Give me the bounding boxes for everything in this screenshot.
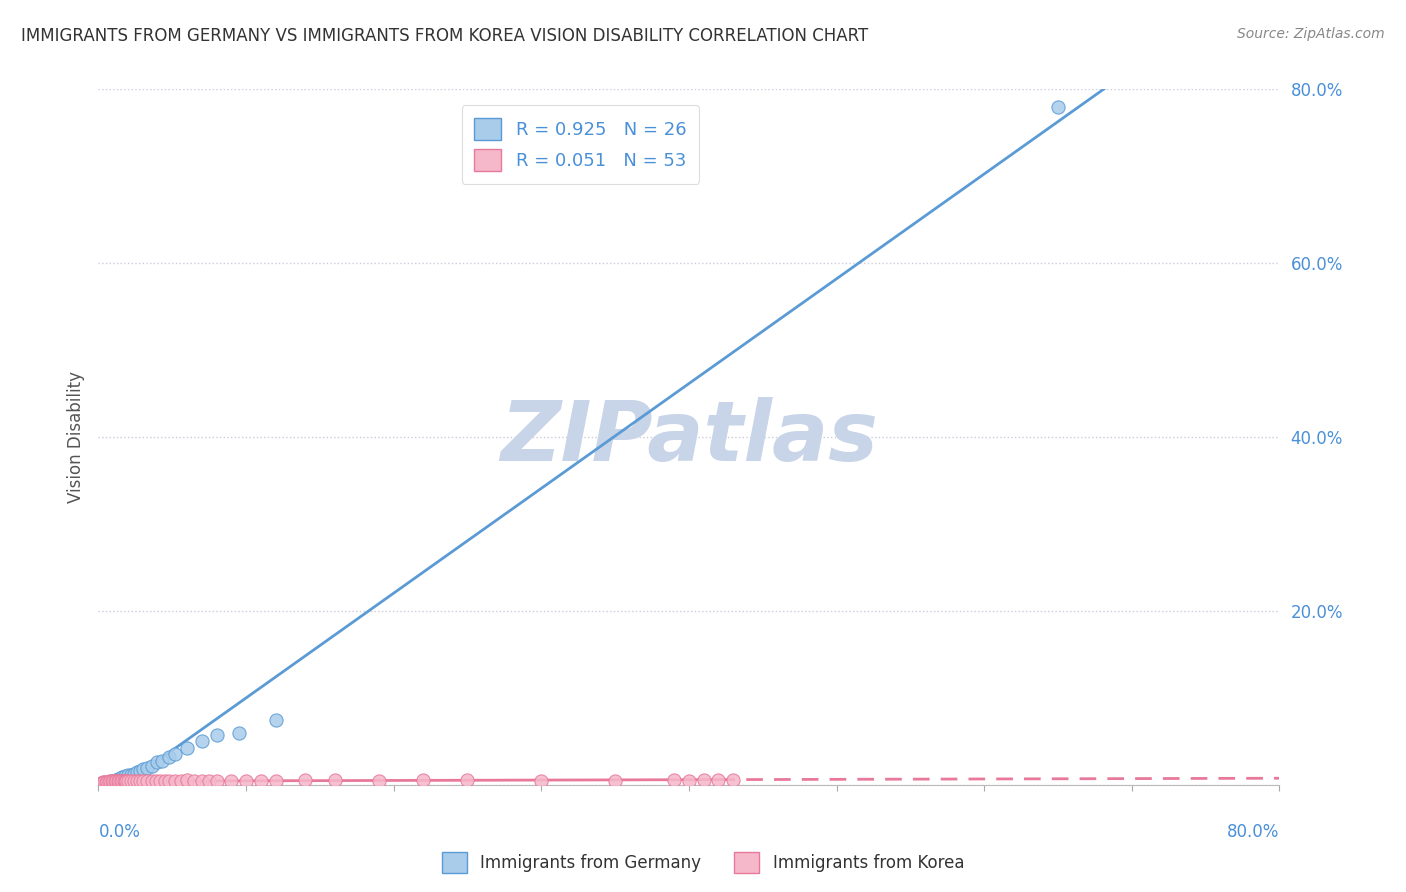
Point — [100, 774, 122, 789]
Point — [141, 759, 163, 773]
Point — [1046, 99, 1070, 113]
Point — [150, 754, 173, 768]
Point — [120, 773, 142, 788]
Point — [457, 772, 479, 787]
Point — [176, 741, 198, 756]
Point — [115, 773, 138, 788]
Point — [693, 772, 716, 787]
Point — [98, 774, 121, 789]
Point — [165, 747, 187, 761]
Point — [122, 766, 145, 780]
Point — [294, 772, 316, 787]
Point — [107, 774, 129, 789]
Point — [664, 772, 686, 787]
Point — [97, 775, 120, 789]
Point — [412, 772, 434, 787]
Point — [205, 727, 228, 741]
Point — [90, 776, 112, 790]
Point — [157, 773, 180, 788]
Point — [103, 773, 125, 788]
Point — [91, 775, 114, 789]
Text: Source: ZipAtlas.com: Source: ZipAtlas.com — [1237, 27, 1385, 41]
Point — [125, 773, 148, 788]
Point — [149, 773, 172, 788]
Point — [111, 770, 134, 784]
Point — [198, 773, 221, 788]
Point — [104, 774, 127, 789]
Text: IMMIGRANTS FROM GERMANY VS IMMIGRANTS FROM KOREA VISION DISABILITY CORRELATION C: IMMIGRANTS FROM GERMANY VS IMMIGRANTS FR… — [21, 27, 869, 45]
Point — [122, 773, 145, 788]
Point — [191, 734, 214, 748]
Point — [146, 756, 169, 770]
Text: ZIPatlas: ZIPatlas — [501, 397, 877, 477]
Point — [112, 774, 135, 789]
Point — [96, 775, 118, 789]
Point — [170, 773, 193, 788]
Point — [120, 767, 142, 781]
Point — [157, 750, 180, 764]
Point — [368, 773, 391, 788]
Point — [98, 774, 121, 789]
Text: 0.0%: 0.0% — [98, 823, 141, 841]
Point — [264, 773, 287, 788]
Point — [110, 773, 132, 788]
Point — [132, 762, 155, 776]
Point — [94, 775, 117, 789]
Point — [323, 772, 346, 787]
Point — [205, 773, 228, 788]
Point — [228, 726, 250, 740]
Point — [114, 773, 136, 788]
Legend: Immigrants from Germany, Immigrants from Korea: Immigrants from Germany, Immigrants from… — [434, 846, 972, 880]
Point — [183, 773, 205, 788]
Point — [105, 774, 128, 789]
Point — [108, 774, 131, 789]
Point — [114, 769, 136, 783]
Point — [128, 773, 150, 788]
Point — [221, 773, 243, 788]
Point — [103, 774, 125, 789]
Point — [723, 772, 745, 787]
Point — [117, 773, 139, 788]
Point — [132, 773, 155, 788]
Legend: R = 0.925   N = 26, R = 0.051   N = 53: R = 0.925 N = 26, R = 0.051 N = 53 — [461, 105, 699, 184]
Point — [111, 774, 134, 789]
Point — [141, 773, 163, 788]
Point — [93, 775, 115, 789]
Point — [145, 773, 167, 788]
Point — [94, 776, 117, 790]
Point — [235, 773, 257, 788]
Point — [128, 764, 150, 778]
Point — [605, 773, 627, 788]
Point — [191, 773, 214, 788]
Point — [165, 773, 187, 788]
Point — [176, 772, 198, 787]
Point — [250, 773, 273, 788]
Point — [125, 764, 148, 779]
Point — [153, 773, 176, 788]
Point — [678, 773, 700, 788]
Point — [136, 760, 159, 774]
Point — [105, 772, 128, 787]
Point — [707, 772, 730, 787]
Y-axis label: Vision Disability: Vision Disability — [66, 371, 84, 503]
Point — [264, 713, 287, 727]
Text: 80.0%: 80.0% — [1227, 823, 1279, 841]
Point — [107, 772, 129, 786]
Point — [136, 773, 159, 788]
Point — [530, 773, 553, 788]
Point — [110, 771, 132, 785]
Point — [117, 768, 139, 782]
